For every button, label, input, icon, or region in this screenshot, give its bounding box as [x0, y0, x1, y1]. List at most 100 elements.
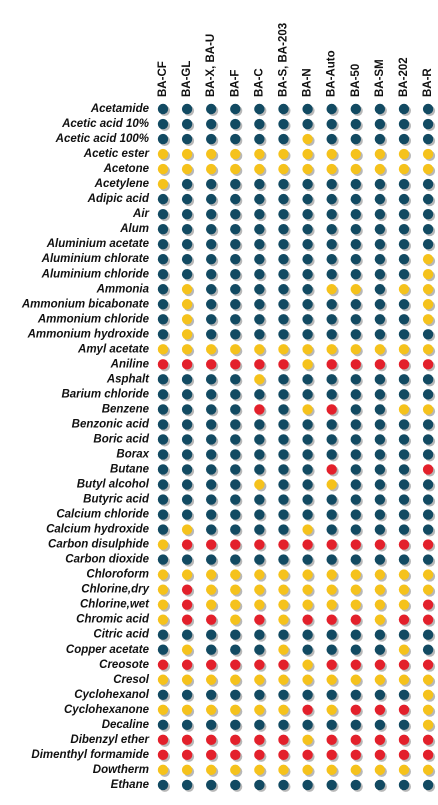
rating-dot: [374, 329, 386, 340]
rating-dot: [422, 238, 434, 250]
rating-dot: [398, 719, 410, 731]
rating-dot: [181, 449, 193, 460]
rating-dot: [254, 344, 265, 355]
rating-dot: [206, 359, 217, 370]
rating-dot: [206, 133, 217, 145]
rating-dot: [398, 193, 410, 205]
row-label: Acetic ester: [83, 148, 150, 160]
rating-dot: [374, 178, 386, 190]
rating-dot: [326, 148, 337, 160]
rating-dot: [326, 764, 337, 776]
column-header: BA-C: [253, 68, 265, 97]
rating-dot: [206, 193, 217, 205]
rating-dot: [157, 314, 169, 325]
rating-dot: [206, 374, 217, 385]
rating-dot: [398, 163, 410, 175]
rating-dot: [157, 254, 169, 265]
row-label: Butyric acid: [83, 494, 150, 506]
rating-dot: [374, 148, 386, 160]
rating-dot: [206, 674, 217, 685]
rating-dot: [350, 193, 361, 205]
rating-dot: [206, 719, 217, 731]
rating-dot: [302, 644, 313, 655]
rating-dot: [278, 584, 289, 595]
rating-dot: [157, 569, 169, 580]
rating-dot: [230, 284, 241, 295]
rating-dot: [181, 148, 193, 160]
rating-dot: [326, 449, 337, 460]
rating-dot: [398, 554, 410, 565]
row-label: Acetone: [103, 163, 150, 175]
rating-dot: [157, 238, 169, 250]
rating-dot: [181, 644, 193, 655]
rating-dot: [302, 434, 313, 445]
rating-dot: [254, 269, 265, 280]
rating-dot: [398, 404, 410, 415]
rating-dot: [230, 704, 241, 715]
rating-dot: [181, 779, 193, 791]
rating-dot: [422, 734, 434, 746]
rating-dot: [302, 719, 313, 731]
rating-dot: [350, 404, 361, 415]
rating-dot: [422, 314, 434, 325]
rating-dot: [350, 118, 361, 130]
rating-dot: [157, 749, 169, 761]
rating-dot: [350, 539, 361, 550]
rating-dot: [157, 524, 169, 535]
rating-dot: [157, 284, 169, 295]
rating-dot: [350, 659, 361, 670]
rating-dot: [278, 359, 289, 370]
rating-dot: [230, 644, 241, 655]
row-label: Creosote: [99, 659, 149, 671]
rating-dot: [254, 223, 265, 235]
rating-dot: [230, 464, 241, 475]
rating-dot: [278, 389, 289, 400]
rating-dot: [278, 719, 289, 731]
rating-dot: [350, 148, 361, 160]
rating-dot: [254, 238, 265, 250]
rating-dot: [350, 434, 361, 445]
rating-dot: [230, 494, 241, 505]
rating-dot: [302, 344, 313, 355]
rating-dot: [254, 299, 265, 310]
rating-dot: [157, 419, 169, 430]
row-label: Chlorine,dry: [81, 584, 149, 596]
rating-dot: [422, 133, 434, 145]
rating-dot: [206, 404, 217, 415]
rating-dot: [278, 223, 289, 235]
row-label: Dibenzyl ether: [70, 734, 149, 746]
rating-dot: [398, 133, 410, 145]
rating-dot: [181, 404, 193, 415]
rating-dot: [374, 223, 386, 235]
rating-dot: [350, 163, 361, 175]
rating-dot: [206, 118, 217, 130]
rating-dot: [374, 314, 386, 325]
rating-dot: [230, 434, 241, 445]
rating-dot: [254, 208, 265, 220]
rating-dot: [254, 689, 265, 700]
rating-dot: [374, 118, 386, 130]
rating-dot: [374, 449, 386, 460]
rating-dot: [181, 674, 193, 685]
rating-dot: [254, 539, 265, 550]
rating-dot: [422, 118, 434, 130]
rating-dot: [278, 193, 289, 205]
rating-dot: [278, 509, 289, 520]
rating-dot: [350, 208, 361, 220]
rating-dot: [181, 133, 193, 145]
rating-dot: [230, 374, 241, 385]
rating-dot: [350, 779, 361, 791]
rating-dot: [350, 314, 361, 325]
rating-dot: [254, 644, 265, 655]
rating-dot: [398, 614, 410, 625]
rating-dot: [278, 464, 289, 475]
rating-dot: [206, 208, 217, 220]
rating-dot: [206, 314, 217, 325]
rating-dot: [422, 479, 434, 490]
rating-dot: [206, 299, 217, 310]
rating-dot: [350, 359, 361, 370]
rating-dot: [350, 524, 361, 535]
rating-dot: [206, 254, 217, 265]
row-label: Borax: [116, 448, 149, 460]
